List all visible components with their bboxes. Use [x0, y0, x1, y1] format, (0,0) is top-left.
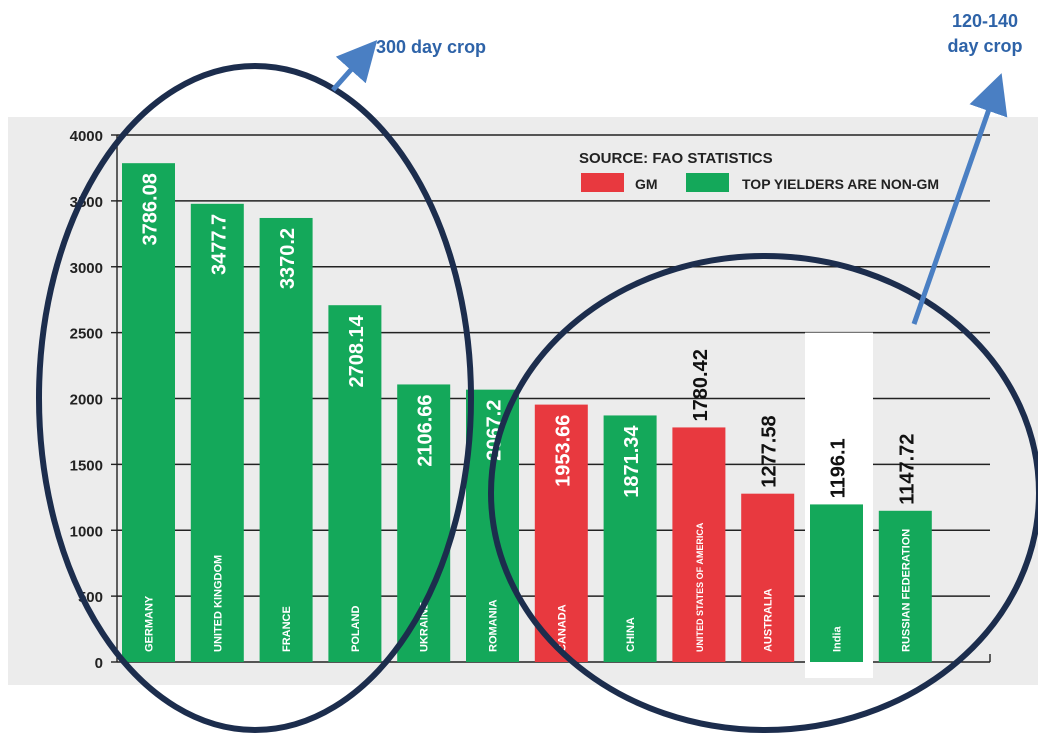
category-label: CANADA: [556, 604, 568, 652]
bar-value-label: 1871.34: [621, 425, 643, 498]
ellipse-120-140-day-group: [488, 253, 1038, 733]
legend-nongm-swatch: [686, 173, 729, 192]
legend-nongm-label: TOP YIELDERS ARE NON-GM: [742, 176, 939, 192]
category-label: AUSTRALIA: [763, 588, 775, 652]
bar-value-label: 1277.58: [759, 415, 781, 487]
category-label: UNITED KINGDOM: [212, 555, 224, 652]
y-tick-label: 4000: [70, 128, 103, 145]
bar: [122, 163, 175, 662]
bar: [190, 203, 244, 662]
bar-value-label: 3786.08: [140, 173, 162, 245]
bar: [328, 305, 382, 662]
bar-value-label: 1953.66: [552, 415, 574, 487]
bar: [741, 493, 795, 662]
category-label: POLAND: [350, 606, 362, 653]
legend-source: SOURCE: FAO STATISTICS: [579, 150, 773, 167]
y-tick-label: 1500: [70, 457, 103, 474]
bar: [534, 404, 588, 662]
bar: [603, 415, 657, 662]
annotation-120-140-line1: 120-140: [951, 11, 1019, 31]
bar-value-label: 2067.2: [484, 400, 506, 461]
category-label: UNITED STATES OF AMERICA: [695, 522, 705, 652]
bar-value-label: 1147.72: [896, 434, 918, 505]
bar-value-label: 1196.1: [828, 438, 850, 498]
bar: [397, 384, 451, 662]
legend-gm-swatch: [581, 173, 624, 192]
category-label: FRANCE: [281, 606, 293, 652]
bar-value-label: 3477.7: [208, 214, 230, 275]
bar: [672, 427, 726, 662]
bar: [810, 504, 863, 662]
category-label: India: [832, 625, 844, 652]
bar-value-label: 2106.66: [415, 394, 437, 466]
ellipse-300-day-group: [36, 63, 474, 733]
arrow-300-day: [331, 40, 378, 92]
category-label: RUSSIAN FEDERATION: [900, 529, 912, 652]
category-label: GERMANY: [144, 595, 156, 652]
category-label: ROMANIA: [488, 599, 500, 652]
annotation-120-140-day-crop: 120-140 day crop: [925, 9, 1038, 59]
arrow-120-140-day: [911, 73, 1008, 325]
y-tick-label: 3000: [70, 260, 103, 277]
y-tick-label: 2000: [70, 392, 103, 409]
bar-value-label: 3370.2: [277, 228, 299, 289]
annotation-300-day-crop: 300 day crop: [376, 37, 487, 57]
bar-value-label: 1780.42: [690, 349, 712, 421]
annotation-120-140-line2: day crop: [947, 36, 1023, 56]
category-label: CHINA: [625, 617, 637, 652]
legend-gm-label: GM: [635, 176, 658, 192]
y-tick-label: 0: [95, 655, 103, 672]
bar: [259, 217, 313, 663]
y-tick-label: 2500: [70, 326, 103, 343]
bar-value-label: 2708.14: [346, 314, 368, 387]
y-tick-label: 1000: [70, 523, 103, 540]
bar: [878, 510, 932, 662]
